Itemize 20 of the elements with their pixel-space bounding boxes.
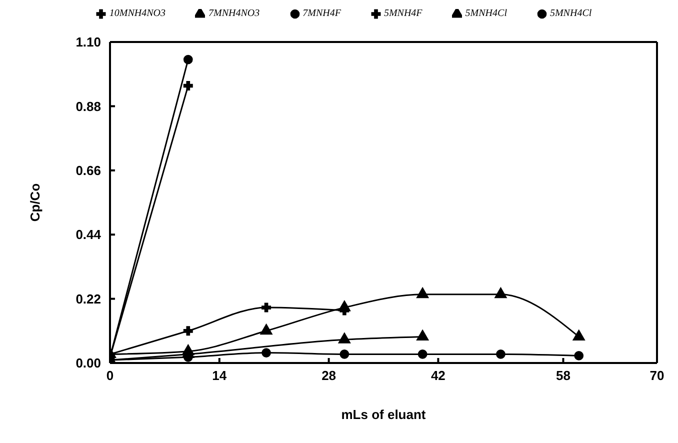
x-tick-label: 42 <box>430 368 446 383</box>
x-tick-label: 58 <box>556 368 570 383</box>
y-tick-label: 0.88 <box>76 98 101 114</box>
y-tick-label: 0.66 <box>76 163 101 178</box>
x-tick-label: 28 <box>322 368 336 383</box>
y-tick-label: 0.44 <box>76 227 102 242</box>
legend-label: 5MNH4Cl <box>550 8 592 19</box>
legend-label: 5MNH4F <box>384 8 422 19</box>
x-tick-label: 14 <box>212 368 228 383</box>
legend-label: 5MNH4Cl <box>465 8 507 19</box>
legend-label: 10MNH4NO3 <box>109 8 166 19</box>
legend-label: 7MNH4F <box>302 8 341 19</box>
y-tick-label: 0.00 <box>76 356 101 371</box>
x-tick-label: 0 <box>106 368 114 383</box>
x-tick-label: 70 <box>650 368 664 383</box>
y-axis-title: Cp/Co <box>28 183 43 222</box>
legend-label: 7MNH4NO3 <box>208 8 260 19</box>
x-axis-title: mLs of eluant <box>341 407 426 422</box>
y-tick-label: 0.22 <box>76 291 101 306</box>
y-tick-label: 1.10 <box>76 34 101 50</box>
